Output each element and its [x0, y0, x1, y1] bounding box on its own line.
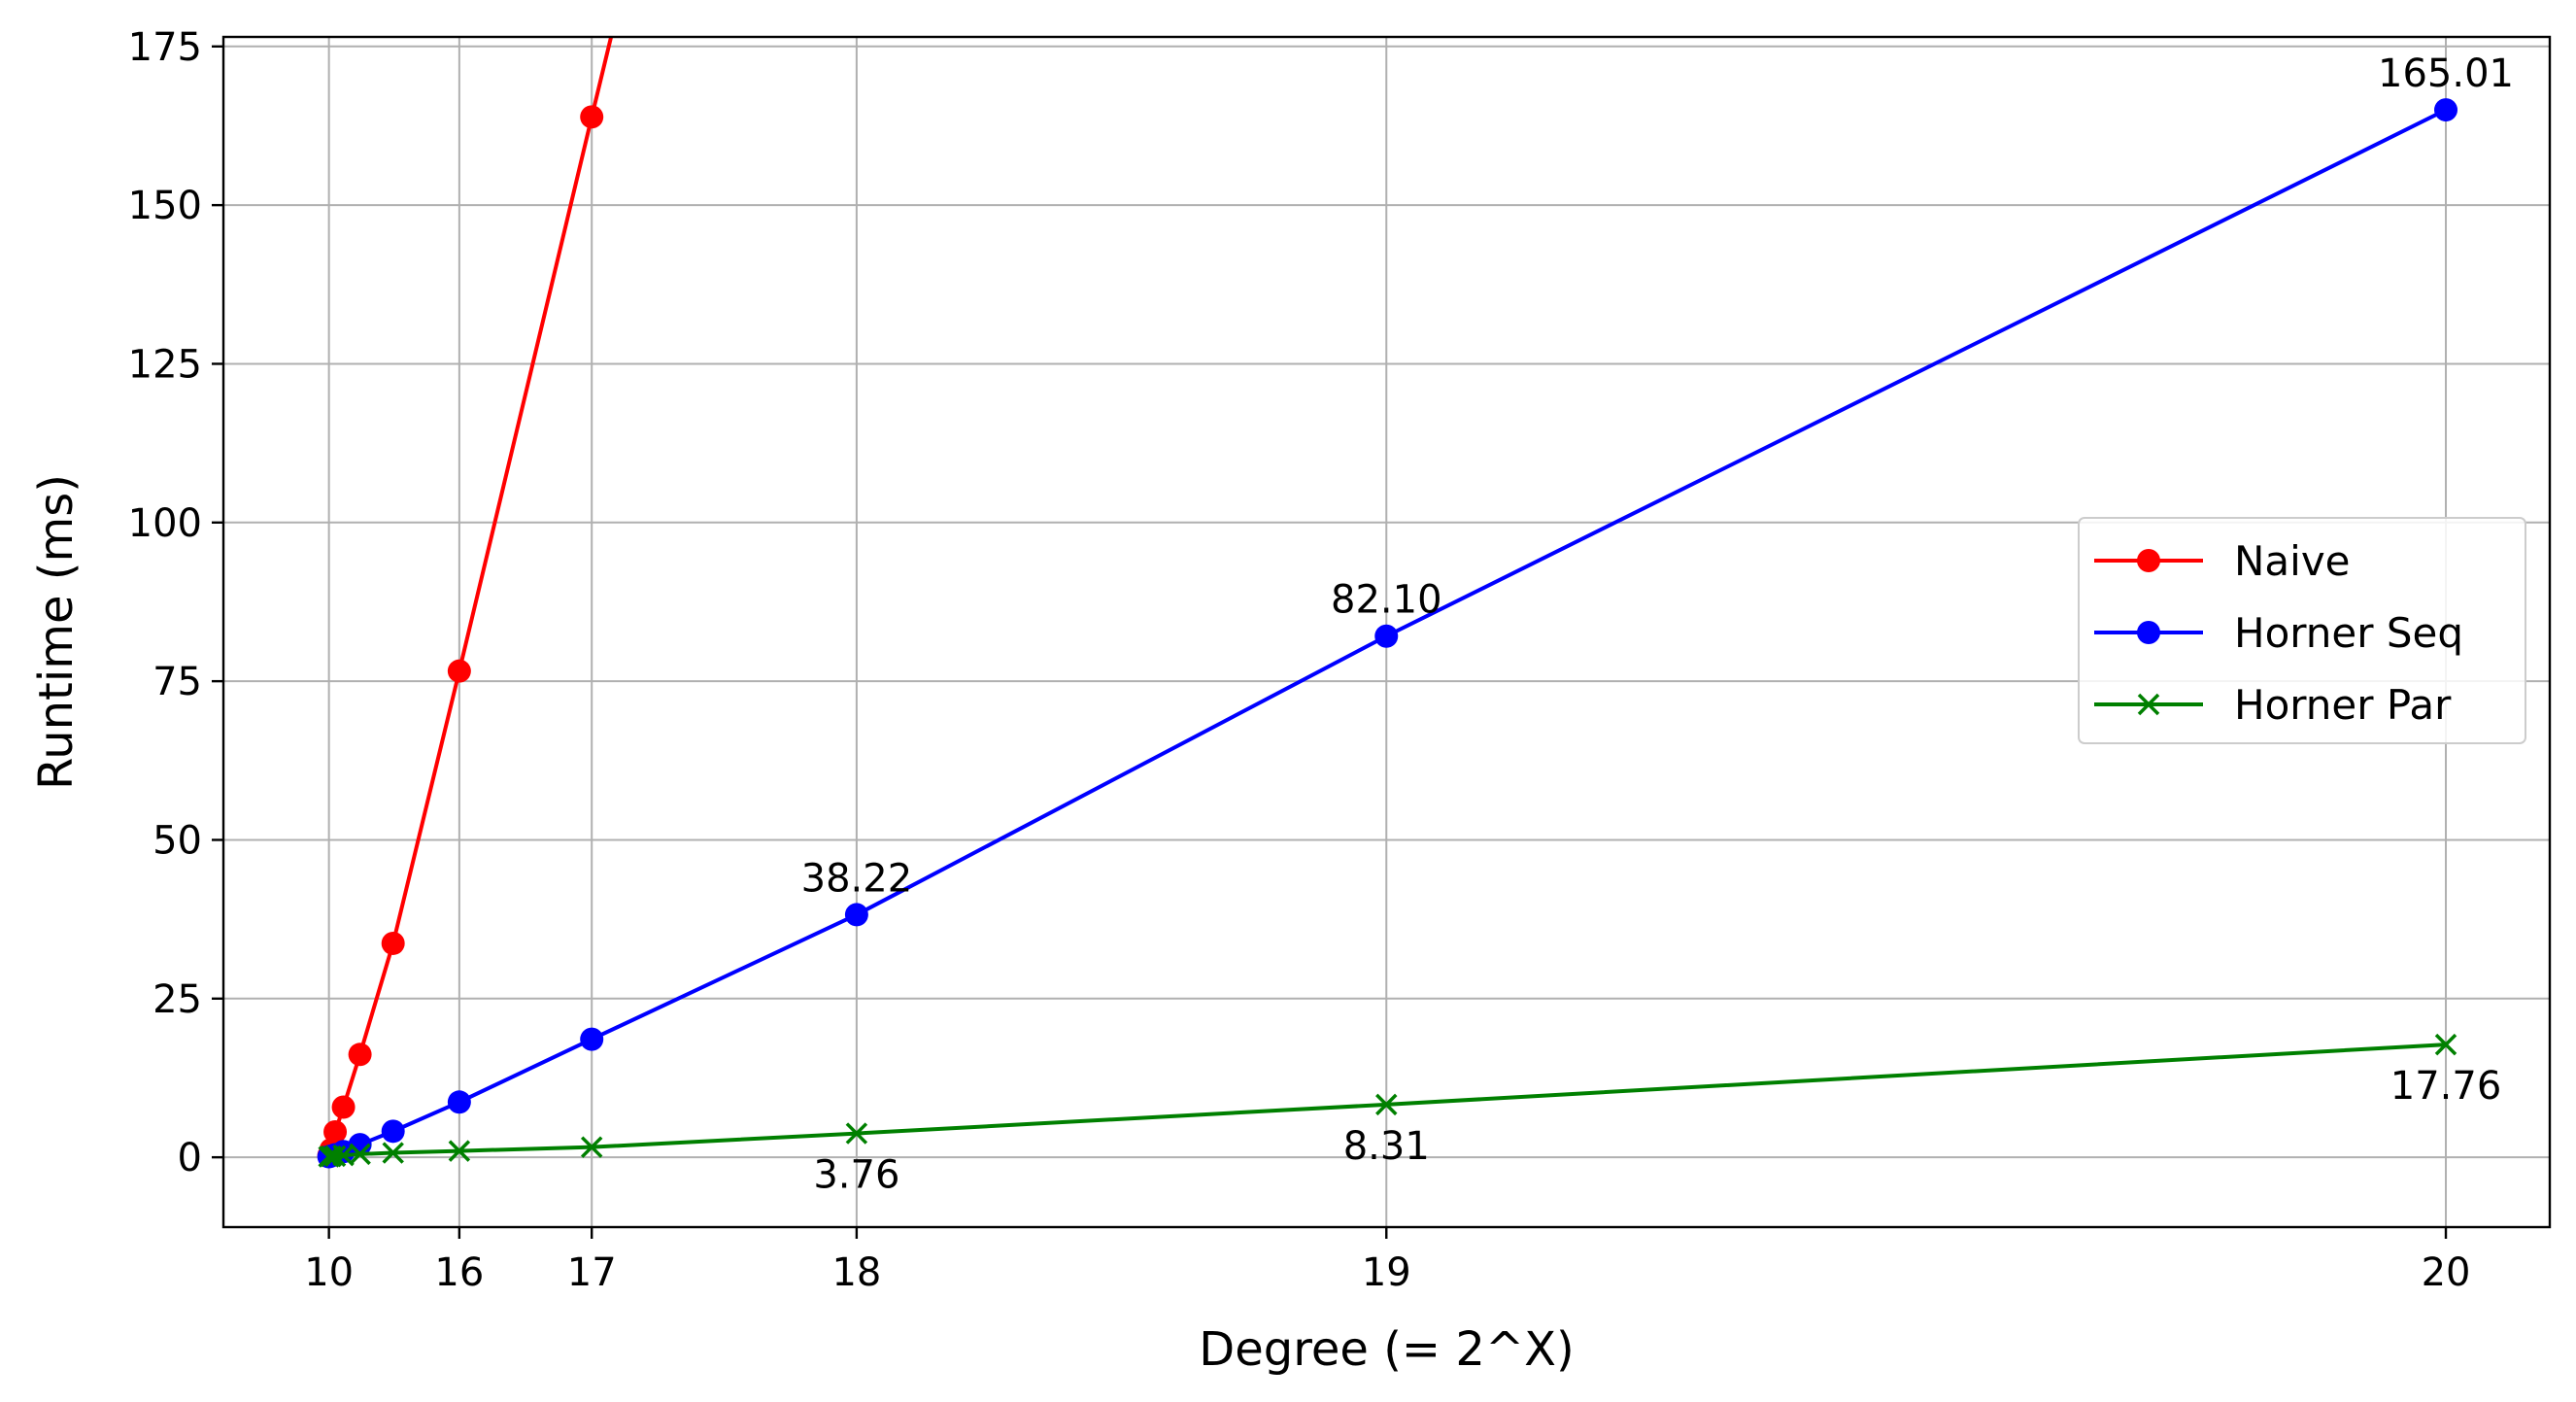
x-tick-label: 20: [2422, 1250, 2471, 1295]
x-axis-label: Degree (= 2^X): [1199, 1322, 1575, 1377]
data-label: 17.76: [2390, 1064, 2502, 1109]
y-axis-label: Runtime (ms): [29, 474, 84, 790]
y-tick-label: 75: [153, 660, 202, 704]
data-point-horner-par: [2434, 1033, 2457, 1056]
data-point-horner-seq: [2434, 98, 2458, 122]
data-point-naive: [381, 931, 405, 955]
data-point-horner-par: [580, 1136, 603, 1158]
legend-marker: [2137, 621, 2160, 644]
data-point-horner-par: [349, 1143, 371, 1166]
data-point-horner-par: [382, 1142, 404, 1164]
y-tick-label: 125: [128, 342, 202, 387]
x-tick-label: 17: [567, 1250, 617, 1295]
legend-marker: [2137, 693, 2160, 716]
legend-label: Naive: [2234, 537, 2351, 585]
data-point-horner-seq: [1374, 624, 1399, 648]
legend: Naive Horner Seq Horner Par: [2078, 517, 2526, 744]
data-point-horner-seq: [447, 1090, 471, 1114]
y-tick-label: 100: [128, 501, 202, 546]
data-point-naive: [580, 105, 604, 129]
x-tick-label: 19: [1362, 1250, 1411, 1295]
legend-item-horner-seq: Horner Seq: [2094, 609, 2463, 657]
y-tick-label: 25: [153, 977, 202, 1022]
data-point-horner-par: [323, 1145, 347, 1168]
data-label: 165.01: [2378, 51, 2514, 96]
data-label: 3.76: [813, 1153, 899, 1198]
y-tick-label: 0: [178, 1136, 202, 1180]
series-naive: [317, 37, 614, 1168]
x-tick-label: 16: [434, 1250, 484, 1295]
data-point-naive: [331, 1095, 356, 1119]
y-tick-label: 150: [128, 184, 202, 228]
legend-item-horner-par: Horner Par: [2094, 681, 2452, 729]
data-label: 8.31: [1343, 1124, 1430, 1169]
x-tick-label: 18: [831, 1250, 881, 1295]
data-point-horner-seq: [580, 1027, 604, 1051]
data-point-naive: [348, 1043, 372, 1067]
axis-ticks: 10 16 17 18 19 20 0 25 50 75 100 125 150 175: [128, 25, 2471, 1295]
data-point-naive: [447, 659, 471, 683]
legend-item-naive: Naive: [2094, 537, 2351, 585]
legend-box: [2078, 517, 2526, 744]
data-point-horner-par: [448, 1140, 471, 1162]
data-point-naive: [323, 1120, 348, 1144]
x-tick-label: 10: [304, 1250, 354, 1295]
data-labels: 38.22 82.10 165.01 3.76 8.31 17.76: [801, 51, 2514, 1198]
legend-label: Horner Par: [2234, 681, 2452, 729]
data-point-horner-seq: [844, 903, 868, 927]
plot-series: [317, 37, 2458, 1169]
data-point-horner-par: [1375, 1093, 1398, 1116]
data-point-horner-seq: [381, 1119, 405, 1144]
y-tick-label: 50: [153, 818, 202, 863]
legend-label: Horner Seq: [2234, 609, 2463, 657]
y-tick-label: 175: [128, 25, 202, 70]
data-label: 38.22: [801, 856, 913, 901]
series-horner-par: [318, 1033, 2457, 1168]
data-label: 82.10: [1331, 578, 1442, 623]
data-point-horner-par: [845, 1122, 868, 1145]
legend-marker: [2137, 549, 2160, 572]
